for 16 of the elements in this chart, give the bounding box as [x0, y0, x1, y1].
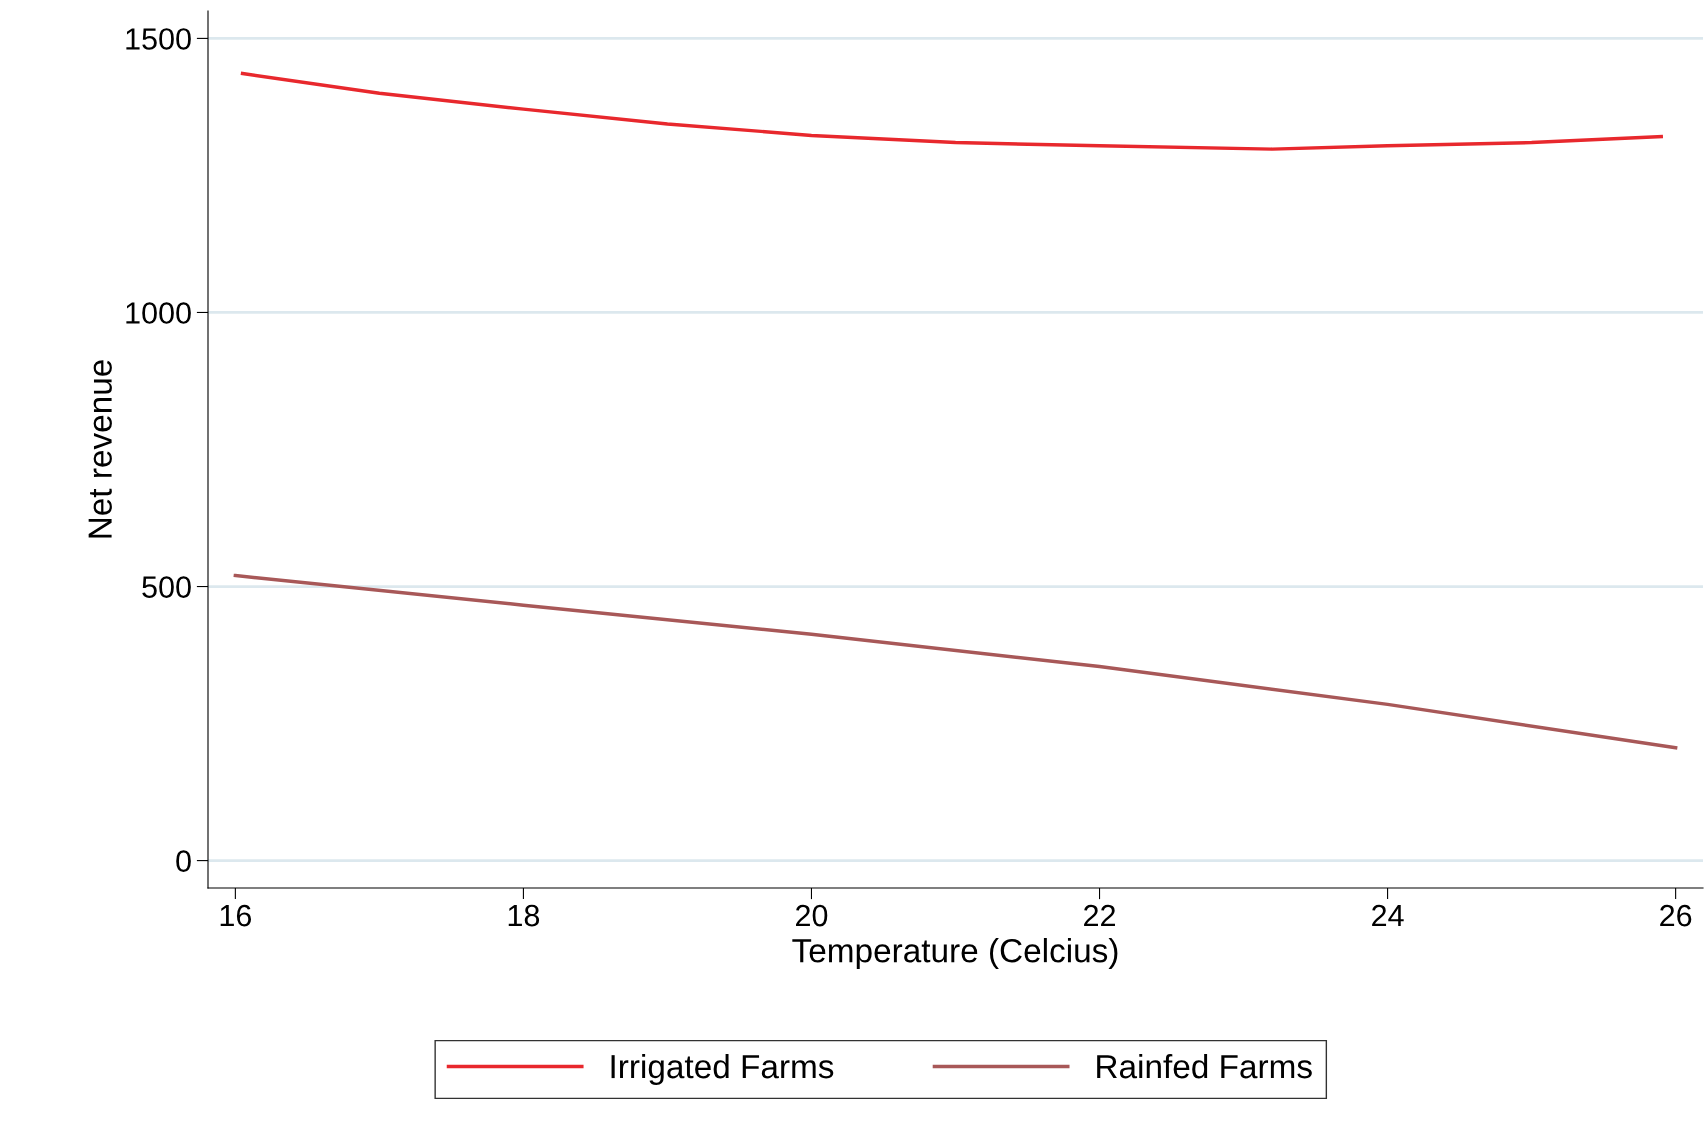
x-tick-label: 18	[508, 904, 540, 927]
line-series	[233, 573, 1678, 750]
x-tick-label: 20	[796, 904, 828, 927]
legend-label: Rainfed Farms	[1097, 1053, 1312, 1079]
y-tick-label: 1000	[126, 302, 191, 324]
y-tick-label: 0	[176, 850, 191, 872]
line-series	[240, 71, 1663, 151]
y-axis-title: Net revenue	[88, 360, 112, 538]
y-tick-label: 1500	[126, 28, 191, 50]
x-tick-label: 24	[1372, 904, 1404, 927]
y-tick-label: 500	[142, 576, 191, 598]
x-tick-label: 26	[1660, 904, 1692, 927]
legend-label: Irrigated Farms	[611, 1053, 834, 1086]
x-tick-label: 22	[1084, 904, 1115, 927]
x-axis-title: Temperature (Celcius)	[792, 938, 1118, 970]
x-tick-label: 16	[220, 904, 252, 927]
